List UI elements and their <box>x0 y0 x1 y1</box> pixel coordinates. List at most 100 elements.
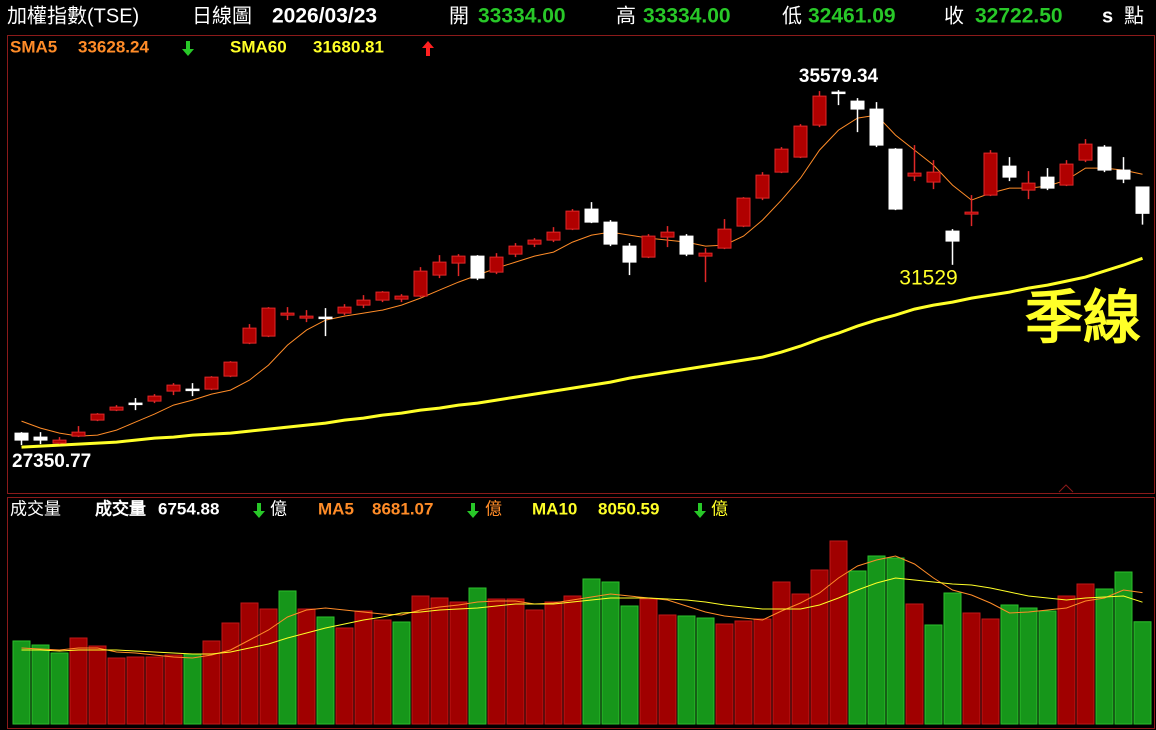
candle-body <box>52 439 67 444</box>
volume-bar <box>354 610 373 725</box>
index-name: 加權指數(TSE) <box>7 4 139 27</box>
volume-bar <box>449 601 468 725</box>
candle-body <box>622 245 637 263</box>
candle-body <box>527 239 542 245</box>
candle-body <box>280 312 295 316</box>
period: 日線圖 <box>192 4 252 27</box>
legend-unit: 億 <box>711 499 728 518</box>
arrow-down <box>467 503 479 518</box>
legend-label: SMA60 <box>230 37 287 56</box>
volume-bar <box>1076 583 1095 725</box>
volume-ma-line <box>21 577 1143 655</box>
arrow-down <box>182 41 194 56</box>
candle-body <box>888 148 903 210</box>
volume-bar <box>183 653 202 725</box>
candle-body <box>185 388 200 392</box>
arrow-down <box>253 503 265 518</box>
candle-body <box>907 172 922 177</box>
volume-bar <box>1057 595 1076 725</box>
volume-bar <box>905 603 924 725</box>
candle-body <box>14 432 29 441</box>
low-label: 低 <box>782 4 802 27</box>
open-label: 開 <box>449 5 469 27</box>
volume-bar <box>126 656 145 725</box>
candle-body <box>318 316 333 320</box>
volume-bar <box>715 623 734 725</box>
volume-bar <box>772 581 791 725</box>
candle-body <box>337 306 352 314</box>
legend-value: 8050.59 <box>598 499 659 518</box>
candle-body <box>698 252 713 257</box>
volume-bar <box>791 593 810 725</box>
candle-body <box>964 211 979 215</box>
volume-bar <box>677 615 696 725</box>
candle-body <box>679 235 694 255</box>
candle-body <box>1097 146 1112 171</box>
legend-value: 6754.88 <box>158 499 219 518</box>
ma-line <box>21 256 1144 449</box>
close-value: 32722.50 <box>975 5 1063 28</box>
candle-body <box>147 395 162 402</box>
volume-bar <box>544 601 563 725</box>
volume-bar <box>601 581 620 725</box>
volume-bar <box>107 657 126 725</box>
volume-bar <box>943 592 962 725</box>
candle-body <box>1116 169 1131 180</box>
arrow-down <box>694 503 706 518</box>
volume-bar <box>411 595 430 725</box>
volume-bar <box>1095 588 1114 725</box>
candle-body <box>375 291 390 301</box>
volume-bar <box>582 578 601 725</box>
volume-bar <box>240 602 259 725</box>
candle-body <box>565 210 580 230</box>
volume-bar <box>145 656 164 725</box>
candle-body <box>603 221 618 245</box>
candle-body <box>736 197 751 227</box>
local-low-label: 31529 <box>899 266 957 289</box>
candle-body <box>394 295 409 300</box>
candle-body <box>793 125 808 158</box>
close-label: 收 <box>944 4 964 27</box>
legend-label: MA10 <box>532 499 577 518</box>
candle-body <box>71 431 86 437</box>
candle-body <box>128 402 143 406</box>
candle-body <box>204 376 219 390</box>
legend-label: MA5 <box>318 499 354 518</box>
legend-unit: 億 <box>270 499 287 518</box>
candle-body <box>1135 186 1150 214</box>
high-label: 高 <box>616 4 636 27</box>
candle-body <box>33 436 48 441</box>
volume-bar <box>316 616 335 725</box>
volume-bar <box>848 570 867 725</box>
candle-body <box>1040 176 1055 189</box>
volume-bar <box>487 598 506 725</box>
candle-body <box>451 255 466 264</box>
legend-label: 成交量 <box>95 498 146 518</box>
volume-bar <box>164 654 183 725</box>
volume-bar <box>563 595 582 725</box>
volume-bar <box>829 540 848 725</box>
volume-bar <box>392 621 411 725</box>
candle-body <box>850 100 865 110</box>
volume-bar <box>753 618 772 725</box>
candle-body <box>755 174 770 199</box>
candle-body <box>641 235 656 258</box>
legend-unit: 億 <box>485 499 502 518</box>
volume-bar <box>639 598 658 725</box>
volume-bar <box>221 622 240 725</box>
volume-bar <box>50 652 69 725</box>
high-value: 33334.00 <box>643 5 731 28</box>
volume-bar <box>1133 621 1152 725</box>
unit: 點 <box>1124 4 1144 27</box>
ma-line <box>21 114 1143 437</box>
volume-bar <box>430 597 449 725</box>
volume-panel <box>7 497 1155 729</box>
candle-body <box>869 108 884 146</box>
candle-body <box>812 95 827 126</box>
volume-ma-line <box>21 555 1143 659</box>
volume-bar <box>924 624 943 725</box>
marker <box>1058 484 1074 493</box>
volume-bar <box>1000 604 1019 725</box>
low-value: 32461.09 <box>808 5 896 28</box>
candle-body <box>489 256 504 273</box>
